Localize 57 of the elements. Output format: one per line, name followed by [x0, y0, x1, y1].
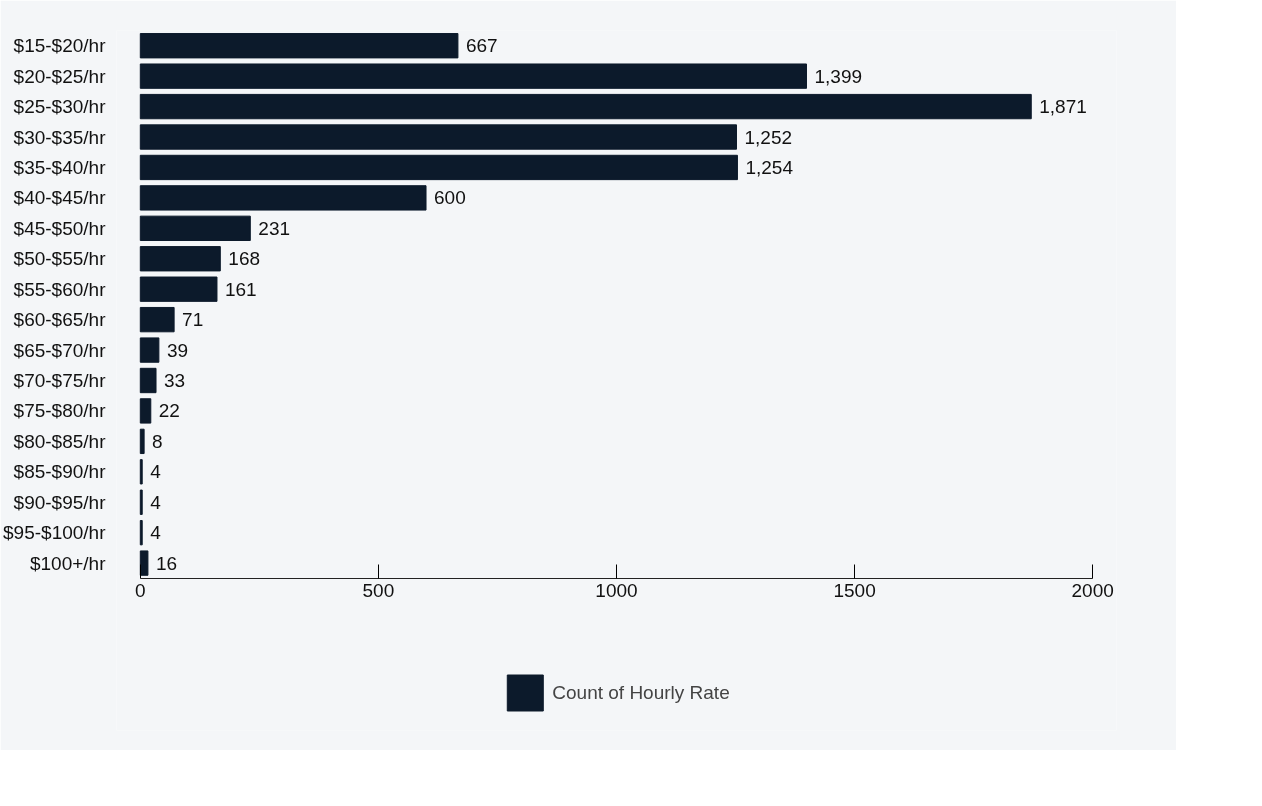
bar	[139, 337, 160, 363]
x-tick-label: 1000	[595, 580, 638, 602]
data-label: 8	[152, 430, 163, 452]
x-tick-label: 500	[362, 580, 395, 602]
bar	[139, 306, 175, 333]
bar	[139, 33, 459, 59]
data-label: 161	[224, 278, 257, 300]
data-label: 33	[164, 370, 186, 391]
bar	[139, 367, 157, 394]
y-tick-label: $30-$35/hr	[13, 126, 107, 148]
y-tick-label: $75-$80/hr	[13, 400, 107, 422]
bar	[139, 154, 738, 181]
y-tick-label: $85-$90/hr	[13, 461, 107, 483]
bar	[139, 124, 737, 150]
y-tick-label: $70-$75/hr	[13, 370, 107, 391]
y-tick-label: $60-$65/hr	[13, 309, 107, 331]
data-label: 71	[182, 309, 204, 331]
x-tick-label: 1500	[833, 580, 876, 602]
x-tick-label: 2000	[1071, 580, 1114, 602]
data-label: 600	[434, 187, 466, 209]
y-tick-label: $25-$30/hr	[13, 96, 107, 118]
bar	[139, 215, 251, 241]
bar	[139, 185, 427, 211]
bar	[139, 93, 1032, 120]
y-tick-label: $35-$40/hr	[13, 156, 107, 178]
y-tick-label: $45-$50/hr	[13, 217, 107, 239]
y-tick-label: $100+/hr	[29, 552, 107, 574]
y-tick-label: $40-$45/hr	[13, 187, 107, 209]
bar	[139, 63, 807, 89]
data-label: 16	[155, 552, 178, 574]
data-label: 1,399	[814, 65, 863, 87]
data-label: 1,254	[745, 156, 794, 178]
y-tick-label: $55-$60/hr	[13, 278, 107, 300]
data-label: 1,871	[1039, 96, 1087, 118]
bar	[139, 428, 145, 455]
y-tick-label: $95-$100/hr	[3, 522, 107, 544]
bar	[139, 398, 152, 424]
bar	[139, 550, 149, 576]
data-label: 4	[150, 522, 162, 544]
y-tick-label: $50-$55/hr	[13, 248, 107, 270]
y-tick-label: $80-$85/hr	[13, 430, 107, 452]
data-label: 168	[228, 248, 261, 270]
data-label: 4	[150, 461, 162, 483]
y-tick-label: $15-$20/hr	[13, 35, 107, 57]
data-label: 667	[465, 35, 498, 57]
y-tick-label: $90-$95/hr	[13, 491, 107, 513]
x-tick-label: 0	[135, 580, 146, 602]
y-tick-label: $20-$25/hr	[13, 65, 107, 87]
bar	[139, 246, 221, 272]
data-label: 22	[158, 400, 180, 422]
y-tick-label: $65-$70/hr	[13, 339, 107, 361]
data-label: 1,252	[744, 126, 793, 148]
data-label: 39	[166, 339, 189, 361]
data-label: 4	[150, 491, 162, 513]
legend-label: Count of Hourly Rate	[552, 680, 730, 705]
bar	[139, 276, 218, 302]
data-label: 231	[258, 217, 291, 239]
